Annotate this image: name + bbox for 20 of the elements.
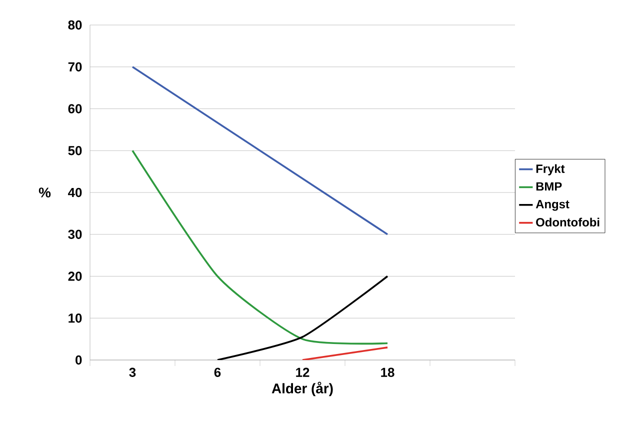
legend-label: BMP bbox=[536, 182, 562, 191]
y-tick-label: 60 bbox=[68, 104, 82, 114]
y-tick-label: 50 bbox=[68, 146, 82, 156]
y-tick-label: 10 bbox=[68, 314, 82, 323]
y-tick-label: 40 bbox=[68, 188, 82, 198]
legend-label: Odontofobi bbox=[536, 218, 600, 227]
x-tick-label: 12 bbox=[296, 368, 310, 377]
y-tick-label: 0 bbox=[76, 355, 82, 365]
x-tick-label: 18 bbox=[381, 368, 394, 377]
y-tick-label: 80 bbox=[68, 20, 82, 30]
legend-label: Frykt bbox=[536, 164, 565, 176]
line-series bbox=[132, 150, 388, 345]
x-axis-title: Alder (år) bbox=[272, 382, 333, 396]
y-tick-label: 30 bbox=[68, 230, 82, 239]
legend-label: Angst bbox=[536, 200, 570, 211]
y-tick-label: 20 bbox=[68, 272, 82, 281]
x-tick-label: 3 bbox=[129, 368, 136, 377]
y-tick-label: 70 bbox=[68, 62, 82, 72]
x-tick-label: 6 bbox=[214, 368, 221, 377]
y-axis-title: % bbox=[38, 188, 51, 198]
